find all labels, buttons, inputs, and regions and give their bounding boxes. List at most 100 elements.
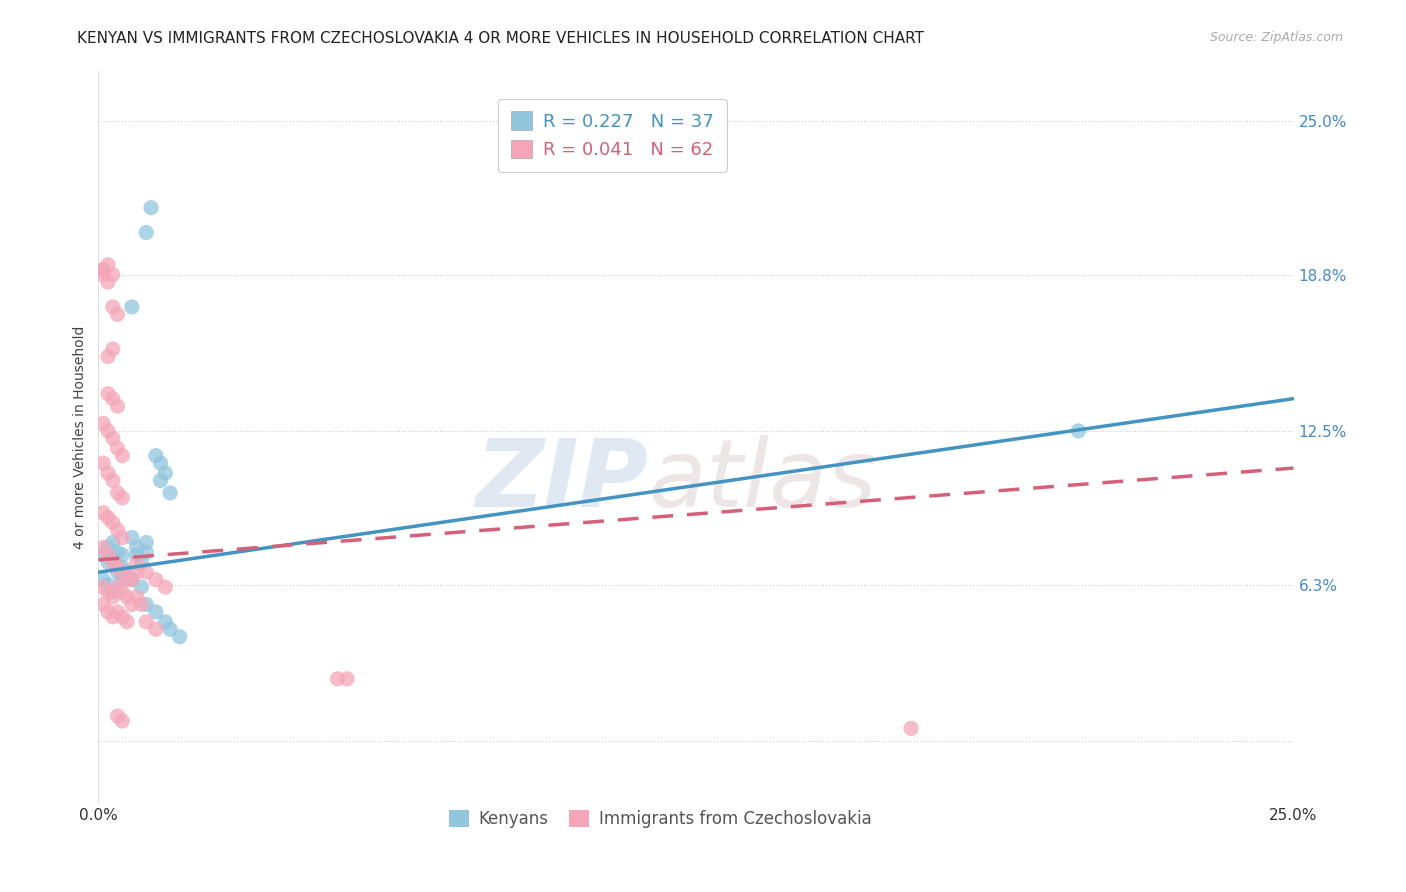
Point — [121, 573, 143, 587]
Point — [91, 417, 114, 431]
Point — [115, 573, 138, 587]
Point — [336, 672, 359, 686]
Point — [145, 622, 167, 636]
Point — [107, 560, 129, 574]
Text: atlas: atlas — [648, 435, 876, 526]
Point — [91, 456, 114, 470]
Point — [101, 392, 124, 406]
Point — [111, 531, 134, 545]
Point — [135, 598, 157, 612]
Point — [145, 573, 167, 587]
Point — [131, 598, 153, 612]
Point — [107, 399, 129, 413]
Point — [135, 565, 157, 579]
Point — [101, 342, 124, 356]
Point — [111, 714, 134, 728]
Point — [115, 615, 138, 629]
Point — [121, 531, 143, 545]
Point — [135, 615, 157, 629]
Point — [107, 307, 129, 321]
Point — [111, 610, 134, 624]
Point — [121, 300, 143, 314]
Y-axis label: 4 or more Vehicles in Household: 4 or more Vehicles in Household — [73, 326, 87, 549]
Point — [91, 262, 114, 277]
Text: Source: ZipAtlas.com: Source: ZipAtlas.com — [1209, 31, 1343, 45]
Point — [111, 491, 134, 505]
Point — [135, 535, 157, 549]
Point — [145, 605, 167, 619]
Point — [107, 605, 129, 619]
Point — [121, 598, 143, 612]
Point — [125, 555, 148, 569]
Point — [97, 350, 120, 364]
Point — [101, 590, 124, 604]
Point — [111, 565, 134, 579]
Point — [101, 268, 124, 282]
Point — [91, 506, 114, 520]
Point — [97, 275, 120, 289]
Point — [169, 630, 191, 644]
Point — [155, 580, 177, 594]
Point — [101, 431, 124, 445]
Text: KENYAN VS IMMIGRANTS FROM CZECHOSLOVAKIA 4 OR MORE VEHICLES IN HOUSEHOLD CORRELA: KENYAN VS IMMIGRANTS FROM CZECHOSLOVAKIA… — [77, 31, 924, 46]
Point — [131, 580, 153, 594]
Point — [111, 449, 134, 463]
Point — [900, 722, 922, 736]
Point — [91, 548, 114, 562]
Point — [135, 545, 157, 559]
Point — [145, 449, 167, 463]
Point — [101, 516, 124, 530]
Point — [101, 553, 124, 567]
Point — [139, 201, 162, 215]
Text: ZIP: ZIP — [475, 435, 648, 527]
Point — [115, 565, 138, 579]
Point — [111, 585, 134, 599]
Point — [91, 573, 114, 587]
Point — [97, 386, 120, 401]
Point — [91, 580, 114, 594]
Point — [97, 258, 120, 272]
Point — [97, 541, 120, 555]
Point — [111, 573, 134, 587]
Point — [97, 555, 120, 569]
Point — [125, 565, 148, 579]
Point — [125, 548, 148, 562]
Legend: Kenyans, Immigrants from Czechoslovakia: Kenyans, Immigrants from Czechoslovakia — [441, 803, 879, 835]
Point — [155, 615, 177, 629]
Point — [111, 548, 134, 562]
Point — [97, 510, 120, 524]
Point — [97, 605, 120, 619]
Point — [97, 577, 120, 591]
Point — [149, 474, 172, 488]
Point — [91, 541, 114, 555]
Point — [101, 610, 124, 624]
Point — [97, 548, 120, 562]
Point — [107, 442, 129, 456]
Point — [91, 262, 114, 277]
Point — [125, 590, 148, 604]
Point — [107, 580, 129, 594]
Point — [101, 474, 124, 488]
Point — [159, 622, 181, 636]
Point — [101, 535, 124, 549]
Point — [101, 300, 124, 314]
Point — [326, 672, 349, 686]
Point — [135, 226, 157, 240]
Point — [131, 555, 153, 569]
Point — [101, 585, 124, 599]
Point — [107, 565, 129, 579]
Point — [111, 560, 134, 574]
Point — [107, 709, 129, 723]
Point — [107, 545, 129, 559]
Point — [149, 456, 172, 470]
Point — [159, 486, 181, 500]
Point — [91, 598, 114, 612]
Point — [155, 466, 177, 480]
Point — [115, 590, 138, 604]
Point — [121, 573, 143, 587]
Point — [107, 523, 129, 537]
Point — [97, 466, 120, 480]
Point — [97, 585, 120, 599]
Point — [125, 541, 148, 555]
Point — [101, 555, 124, 569]
